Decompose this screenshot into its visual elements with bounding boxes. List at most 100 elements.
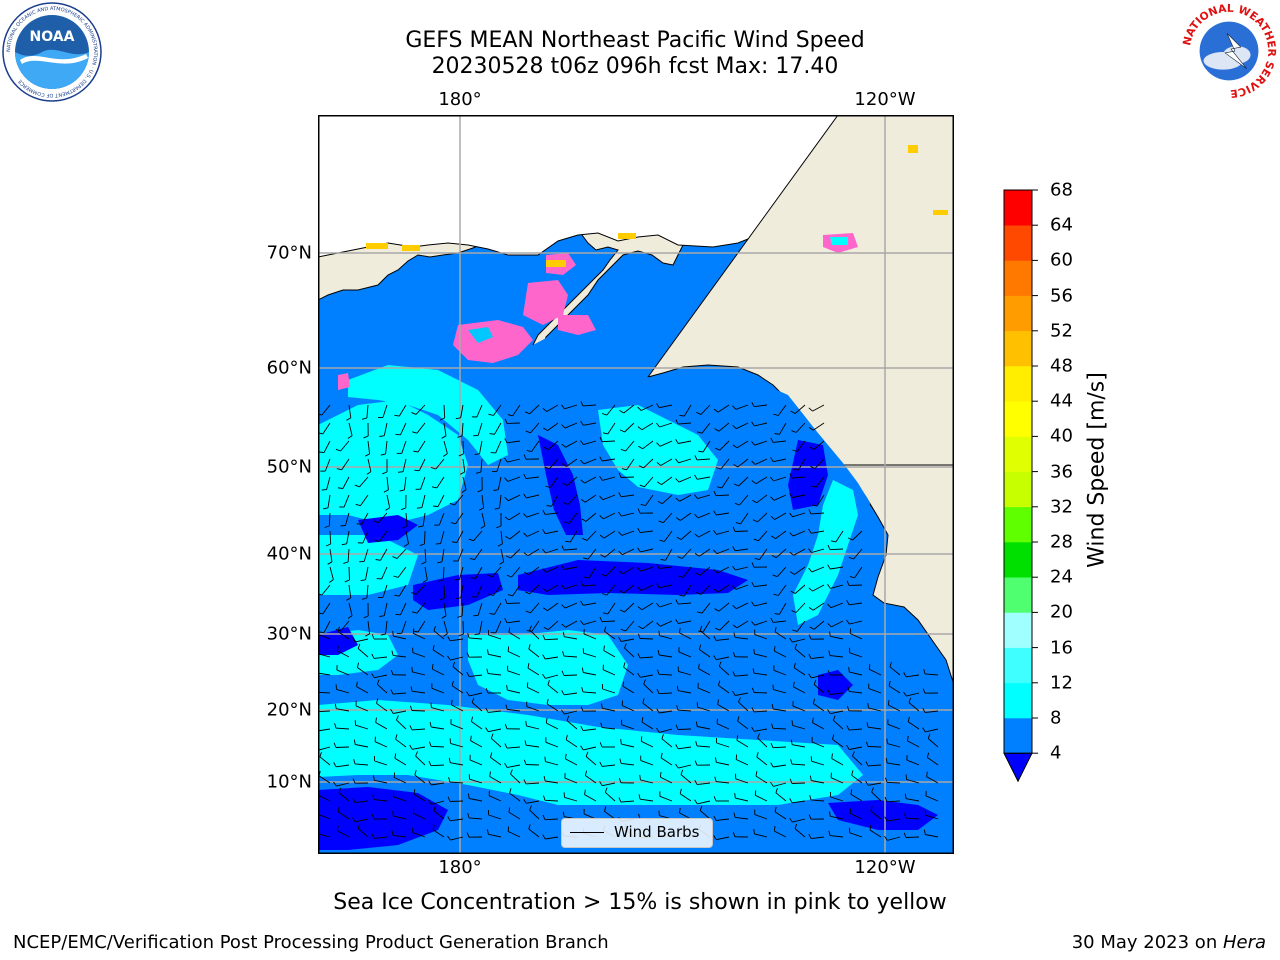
colorbar-tick-label: 20 (1050, 601, 1073, 623)
wind-barb (567, 494, 578, 505)
wind-barb-flag (352, 637, 356, 643)
wind-barb (888, 685, 901, 694)
wind-barb-flag (364, 633, 370, 637)
wind-barb-flag (637, 606, 643, 611)
wind-barb-flag (751, 601, 755, 607)
wind-barb-flag (507, 414, 513, 417)
wind-barb-flag (638, 445, 643, 450)
wind-barb-flag (528, 644, 531, 650)
wind-barb (452, 666, 464, 676)
wind-barb (754, 440, 768, 446)
colorbar-tick-label: 12 (1050, 672, 1073, 694)
wind-barb-flag (772, 684, 774, 690)
wind-barb (639, 638, 654, 640)
wind-barb (415, 404, 426, 415)
wind-barb-flag (772, 574, 778, 578)
colorbar-tick-label: 64 (1050, 214, 1073, 236)
wind-barb (699, 649, 711, 658)
wind-barb (754, 728, 768, 732)
wind-barb (564, 777, 578, 784)
wind-barb (424, 548, 427, 563)
wind-barb (585, 756, 597, 766)
wind-barb-flag (752, 519, 758, 523)
wind-barb (564, 692, 578, 696)
wind-barb-flag (604, 787, 608, 793)
wind-barb-flag (562, 482, 568, 486)
wind-barb-flag (770, 782, 774, 787)
wind-barb (776, 566, 787, 578)
wind-barb-flag (679, 414, 685, 417)
wind-barb (754, 634, 768, 640)
wind-barb-flag (542, 814, 546, 820)
wind-barb-flag (508, 627, 511, 633)
wind-barb (641, 740, 654, 748)
map-title-line1: GEFS MEAN Northeast Pacific Wind Speed (405, 28, 865, 53)
wind-barb (529, 629, 540, 640)
wind-barb-flag (335, 448, 341, 452)
wind-barb-flag (562, 651, 565, 657)
wind-barb-flag (603, 645, 605, 651)
wind-barb-flag (376, 698, 379, 704)
wind-barb (318, 633, 331, 640)
wind-barb (527, 530, 540, 537)
wind-barb-flag (657, 501, 663, 505)
wind-barb-flag (543, 427, 548, 431)
wind-barb-flag (699, 805, 703, 811)
wind-barb (927, 757, 939, 766)
wind-barb-flag (346, 417, 352, 421)
wind-barb (462, 620, 464, 635)
wind-barb-flag (489, 771, 491, 777)
wind-barb (791, 476, 806, 479)
wind-barb (735, 797, 749, 802)
wind-barb-flag (790, 410, 796, 414)
wind-barb (791, 763, 806, 766)
wind-barb (716, 548, 730, 555)
wind-barb (507, 670, 521, 676)
wind-barb (565, 620, 578, 628)
wind-barb-flag (455, 597, 461, 600)
wind-barb (757, 737, 768, 748)
wind-barb (602, 782, 616, 787)
wind-barb-flag (488, 593, 494, 596)
wind-barb (925, 795, 939, 802)
wind-barb-flag (581, 667, 584, 673)
wind-barb-flag (827, 544, 831, 550)
wind-barb (323, 440, 331, 453)
wind-barb (736, 739, 749, 748)
wind-barb (850, 793, 863, 802)
wind-barb-flag (375, 717, 377, 723)
wind-barb (624, 602, 635, 613)
wind-barb (508, 631, 521, 640)
wind-barb (564, 584, 578, 590)
wind-barb-flag (448, 757, 451, 763)
wind-barb (348, 422, 353, 436)
wind-barb (886, 800, 901, 803)
wind-barb-flag (418, 525, 424, 528)
wind-barb (602, 476, 616, 481)
wind-barb (716, 512, 730, 516)
wind-barb (772, 727, 787, 730)
wind-barb (431, 800, 445, 805)
wind-barb (321, 404, 331, 416)
wind-barb-flag (496, 525, 502, 529)
wind-barb-flag (602, 432, 608, 435)
wind-barb-flag (694, 494, 698, 499)
wind-barb-flag (353, 739, 356, 745)
wind-barb (337, 650, 350, 658)
wind-barb-flag (887, 700, 890, 706)
wind-barb (756, 756, 768, 766)
wind-barb-flag (789, 473, 793, 479)
wind-barb-flag (490, 752, 493, 758)
wind-barb (792, 512, 806, 518)
wind-barb (849, 746, 863, 750)
wind-barb-flag (908, 697, 912, 703)
wind-barb (355, 638, 369, 643)
wind-barb (357, 667, 369, 676)
wind-barb-flag (432, 824, 435, 830)
wind-barb (868, 726, 882, 730)
wind-barb-flag (846, 725, 850, 731)
wind-barb-flag (847, 537, 853, 541)
wind-barb-flag (734, 793, 736, 799)
wind-barb (469, 692, 483, 697)
wind-barb-flag (619, 410, 625, 414)
